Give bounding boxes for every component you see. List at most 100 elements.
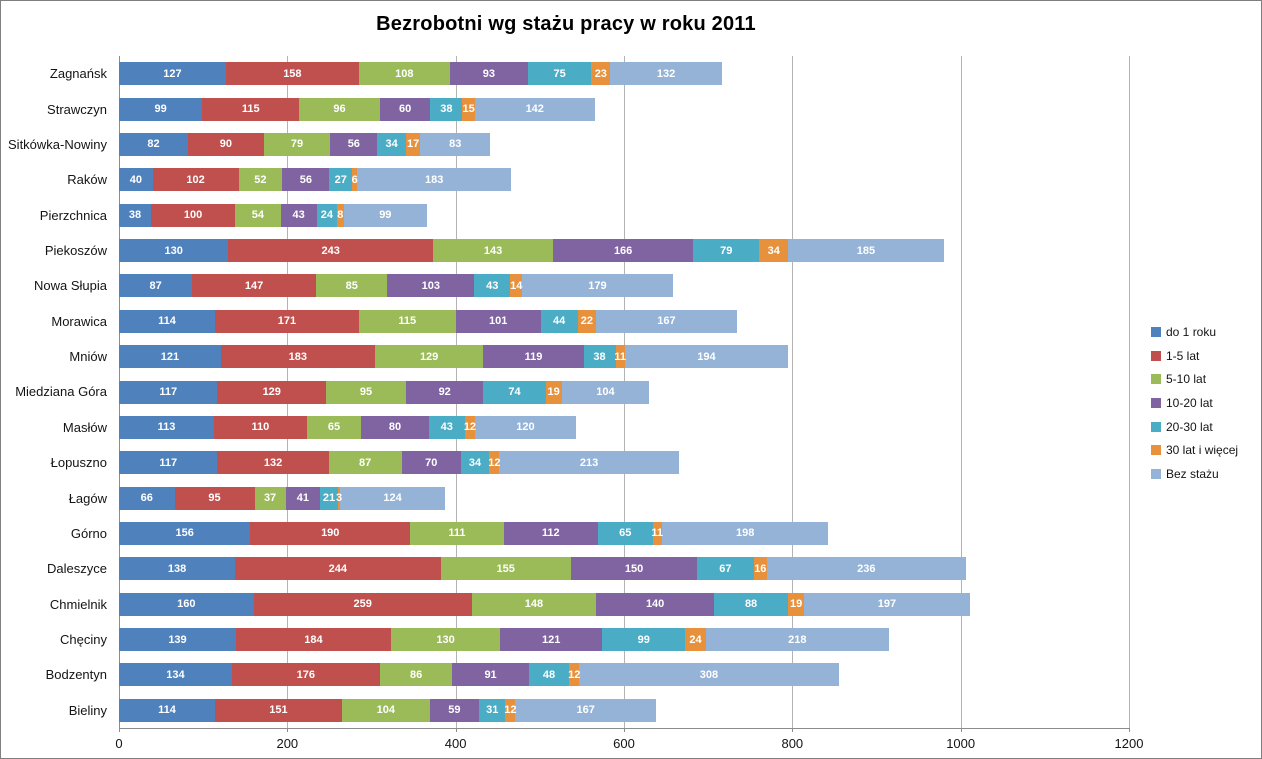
x-tick-label: 600 (613, 736, 635, 751)
bar-segment: 3 (336, 486, 342, 510)
segment-value-label: 127 (163, 67, 182, 80)
stacked-bar: 139 184 130 121 99 24 218 (119, 628, 890, 652)
segment-value-label: 66 (140, 492, 153, 505)
bar-segment: 79 (263, 132, 331, 156)
category-label: Pierzchnica (39, 207, 107, 223)
segment-value-label: 236 (857, 562, 876, 575)
category-label: Morawica (51, 313, 107, 329)
segment-value-label: 67 (719, 562, 732, 575)
bar-segment: 308 (579, 663, 839, 687)
segment-value-label: 40 (129, 173, 142, 186)
segment-value-label: 12 (504, 704, 517, 717)
stacked-bar: 40 102 52 56 27 6 183 (119, 168, 512, 192)
segment-value-label: 95 (359, 386, 373, 398)
category-label: Daleszyce (47, 561, 107, 577)
segment-value-label: 19 (789, 598, 803, 611)
segment-value-label: 143 (483, 244, 503, 257)
segment-value-label: 197 (877, 598, 897, 611)
bar-segment: 121 (500, 628, 603, 652)
stacked-bar: 87 147 85 103 43 14 179 (119, 274, 673, 298)
bar-segment: 130 (390, 628, 501, 652)
segment-value-label: 124 (383, 492, 402, 505)
gridline (960, 56, 962, 728)
segment-value-label: 243 (321, 244, 340, 257)
segment-value-label: 132 (656, 67, 676, 80)
bar-segment: 190 (250, 521, 411, 545)
segment-value-label: 17 (407, 138, 420, 151)
segment-value-label: 95 (208, 492, 221, 505)
axis-tick-mark (960, 728, 962, 732)
bar-segment: 88 (714, 592, 789, 616)
legend: do 1 roku 1-5 lat 5-10 lat 10-20 lat 20-30 l… (1151, 320, 1261, 486)
segment-value-label: 158 (283, 67, 302, 80)
segment-value-label: 113 (157, 421, 176, 434)
bar-segment: 22 (577, 309, 597, 333)
bar-segment: 100 (150, 203, 236, 227)
bar-segment: 194 (624, 345, 789, 369)
stacked-bar: 156 190 111 112 65 11 198 (119, 521, 829, 545)
segment-value-label: 99 (154, 103, 167, 116)
stacked-bar: 134 176 86 91 48 12 308 (119, 663, 839, 687)
segment-value-label: 19 (547, 386, 560, 398)
segment-value-label: 99 (637, 633, 650, 646)
stacked-bar: 114 171 115 101 44 22 167 (119, 309, 737, 333)
category-label: Strawczyn (47, 101, 107, 117)
category-axis-line (119, 728, 1129, 729)
bar-segment: 11 (614, 345, 626, 369)
segment-value-label: 134 (166, 668, 185, 681)
segment-value-label: 213 (579, 456, 599, 469)
stacked-bar: 117 132 87 70 34 12 213 (119, 451, 679, 475)
bar-segment: 87 (119, 274, 193, 298)
bar-segment: 75 (528, 62, 592, 86)
legend-swatch (1151, 445, 1161, 456)
axis-tick-mark (792, 728, 794, 732)
axis-tick-mark (287, 728, 289, 732)
segment-value-label: 167 (657, 315, 676, 328)
bar-segment: 65 (306, 415, 362, 439)
stacked-bar: 138 244 155 150 67 16 236 (119, 557, 966, 581)
bar-segment: 86 (379, 663, 453, 687)
segment-value-label: 38 (128, 209, 142, 222)
bar-segment: 95 (326, 380, 406, 404)
segment-value-label: 12 (463, 421, 477, 434)
segment-value-label: 139 (168, 633, 187, 646)
segment-value-label: 38 (593, 350, 606, 363)
legend-label: 1-5 lat (1166, 348, 1200, 363)
segment-value-label: 110 (251, 421, 270, 434)
bar-segment: 134 (119, 663, 232, 687)
bar-segment: 44 (540, 309, 578, 333)
segment-value-label: 100 (183, 209, 203, 222)
segment-value-label: 15 (462, 103, 475, 116)
bar-segment: 99 (602, 628, 686, 652)
segment-value-label: 34 (767, 244, 780, 257)
bar-segment: 236 (767, 557, 966, 581)
bar-segment: 12 (488, 451, 500, 475)
bar-segment: 115 (202, 97, 300, 121)
bar-segment: 176 (231, 663, 380, 687)
bar-segment: 70 (401, 451, 461, 475)
bar-segment: 56 (282, 168, 330, 192)
plot-area: 127 158 108 93 75 23 132 99 115 96 60 38 15 142 82 90 79… (119, 56, 1130, 732)
segment-value-label: 44 (553, 315, 566, 328)
bar-segment: 67 (697, 557, 754, 581)
bar-segment: 183 (357, 168, 512, 192)
category-label: Bodzentyn (45, 667, 107, 683)
bar-segment: 21 (320, 486, 338, 510)
segment-value-label: 43 (440, 421, 453, 434)
segment-value-label: 56 (299, 173, 312, 186)
bar-segment: 43 (474, 274, 511, 298)
category-label: Chmielnik (49, 596, 107, 612)
segment-value-label: 115 (398, 315, 417, 328)
segment-value-label: 185 (856, 244, 876, 257)
segment-value-label: 96 (333, 103, 346, 116)
bar-segment: 19 (788, 592, 805, 616)
bar-segment: 198 (661, 521, 829, 545)
segment-value-label: 8 (337, 209, 344, 222)
bar-segment: 59 (429, 698, 480, 722)
segment-value-label: 79 (290, 138, 304, 151)
x-tick-label: 1200 (1114, 736, 1144, 751)
bar-segment: 213 (499, 451, 679, 475)
bar-segment: 147 (192, 274, 316, 298)
segment-value-label: 87 (149, 279, 162, 292)
segment-value-label: 111 (448, 527, 466, 540)
